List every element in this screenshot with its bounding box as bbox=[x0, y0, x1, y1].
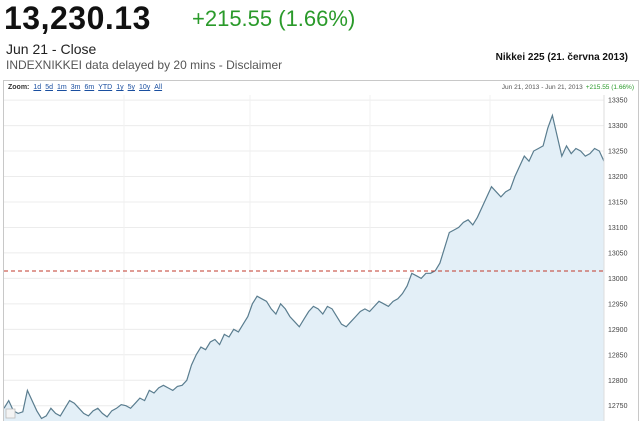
chart-settings-button[interactable] bbox=[5, 408, 16, 419]
price-chart[interactable]: 12750 12800 12850 12900 12950 13000 13050 13100… bbox=[4, 81, 638, 421]
y-tick-label: 12900 bbox=[608, 327, 628, 334]
zoom-option-ytd[interactable]: YTD bbox=[98, 84, 113, 91]
series-line bbox=[4, 113, 605, 420]
y-tick-label: 13150 bbox=[608, 199, 628, 206]
chart-title: Nikkei 225 (21. června 2013) bbox=[495, 52, 628, 63]
y-tick-label: 12950 bbox=[608, 301, 628, 308]
delay-text: INDEXNIKKEI data delayed by 20 mins - bbox=[6, 58, 227, 72]
y-tick-label: 13000 bbox=[608, 276, 628, 283]
y-tick-label: 13100 bbox=[608, 225, 628, 232]
range-text: Jun 21, 2013 - Jun 21, 2013 bbox=[501, 84, 583, 91]
quote-delay-note: INDEXNIKKEI data delayed by 20 mins - Di… bbox=[6, 58, 282, 72]
y-tick-label: 12750 bbox=[608, 403, 628, 410]
y-tick-label: 12850 bbox=[608, 352, 628, 359]
zoom-option-5d[interactable]: 5d bbox=[45, 84, 53, 91]
zoom-options: 1d 5d 1m 3m 6m YTD 1y 5y 10y All bbox=[29, 84, 162, 91]
quote-price: 13,230.13 bbox=[4, 0, 151, 36]
y-tick-label: 13300 bbox=[608, 123, 628, 130]
chart-box: Zoom: 1d 5d 1m 3m 6m YTD 1y 5y 10y All Jun 21, 201… bbox=[3, 80, 639, 421]
y-tick-label: 13200 bbox=[608, 174, 628, 181]
range-change: +215.55 (1.66%) bbox=[585, 84, 634, 91]
zoom-option-6m[interactable]: 6m bbox=[84, 84, 95, 91]
zoom-option-1d[interactable]: 1d bbox=[33, 84, 42, 91]
range-info: Jun 21, 2013 - Jun 21, 2013 +215.55 (1.66… bbox=[502, 84, 634, 91]
zoom-option-5y[interactable]: 5y bbox=[127, 84, 135, 91]
y-tick-label: 13350 bbox=[608, 98, 628, 105]
zoom-label: Zoom: bbox=[8, 84, 30, 91]
zoom-option-10y[interactable]: 10y bbox=[139, 84, 151, 91]
zoom-bar: Zoom: 1d 5d 1m 3m 6m YTD 1y 5y 10y All bbox=[8, 84, 162, 91]
series-area bbox=[4, 115, 604, 421]
zoom-option-1y[interactable]: 1y bbox=[116, 84, 124, 91]
zoom-option-3m[interactable]: 3m bbox=[70, 84, 81, 91]
zoom-option-1m[interactable]: 1m bbox=[56, 84, 67, 91]
y-tick-label: 13050 bbox=[608, 250, 628, 257]
quote-date: Jun 21 - Close bbox=[6, 41, 97, 57]
quote-change: +215.55 (1.66%) bbox=[192, 6, 356, 31]
y-tick-label: 12800 bbox=[608, 378, 628, 385]
zoom-option-all[interactable]: All bbox=[154, 84, 163, 91]
y-tick-label: 13250 bbox=[608, 149, 628, 156]
disclaimer-link[interactable]: Disclaimer bbox=[226, 58, 283, 72]
